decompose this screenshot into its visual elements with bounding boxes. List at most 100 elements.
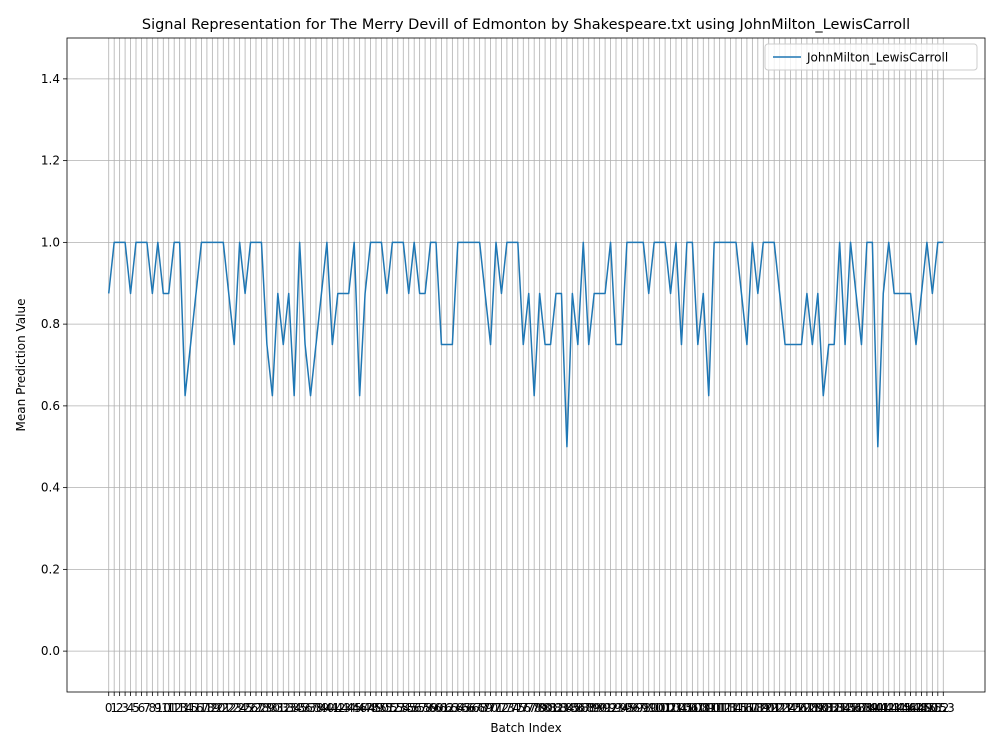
x-tick-label: 128 [795,701,818,715]
x-tick-label: 30 [265,701,280,715]
x-tick-label: 22 [221,701,236,715]
x-tick-label: 139 [855,701,878,715]
x-tick-label: 12 [167,701,182,715]
x-tick-label: 95 [619,701,634,715]
x-tick-label: 88 [581,701,596,715]
x-tick-label: 17 [194,701,209,715]
x-tick-label: 131 [812,701,835,715]
x-tick-label: 99 [641,701,656,715]
x-tick-label: 8 [149,701,157,715]
plot-frame [66,37,986,693]
x-tick-label: 59 [423,701,438,715]
x-tick-label: 106 [675,701,698,715]
x-tick-label: 32 [276,701,291,715]
x-tick-label: 45 [347,701,362,715]
y-tick-label: 0.8 [41,317,60,331]
x-tick-label: 117 [735,701,758,715]
x-tick-label: 102 [654,701,677,715]
x-tick-label: 133 [823,701,846,715]
x-tick-label: 18 [199,701,214,715]
x-tick-label: 47 [357,701,372,715]
legend-box [764,43,978,71]
x-tick-label: 141 [866,701,889,715]
y-tick-label: 1.2 [41,154,60,168]
x-tick-label: 46 [352,701,367,715]
x-tick-label: 66 [461,701,476,715]
x-tick-label: 148 [905,701,928,715]
y-tick-label: 0.2 [41,562,60,576]
y-axis-label: Mean Prediction Value [14,299,28,432]
x-tick-label: 114 [719,701,742,715]
x-tick-label: 90 [592,701,607,715]
x-tick-label: 82 [548,701,563,715]
x-tick-label: 75 [510,701,525,715]
x-tick-label: 60 [428,701,443,715]
x-tick-label: 64 [450,701,465,715]
x-tick-label: 77 [521,701,536,715]
x-tick-label: 48 [363,701,378,715]
x-tick-label: 119 [746,701,769,715]
x-tick-label: 68 [472,701,487,715]
x-tick-label: 81 [543,701,558,715]
x-tick-label: 36 [297,701,312,715]
x-tick-label: 19 [205,701,220,715]
x-tick-label: 23 [227,701,242,715]
x-tick-label: 101 [648,701,671,715]
x-tick-label: 105 [670,701,693,715]
x-tick-label: 79 [532,701,547,715]
x-tick-label: 118 [741,701,764,715]
x-tick-label: 14 [177,701,192,715]
x-tick-label: 115 [725,701,748,715]
x-tick-label: 91 [597,701,612,715]
x-tick-label: 107 [681,701,704,715]
x-tick-label: 13 [172,701,187,715]
x-tick-label: 58 [417,701,432,715]
x-tick-label: 4 [127,701,135,715]
x-tick-label: 96 [625,701,640,715]
x-tick-label: 153 [932,701,955,715]
x-tick-label: 73 [499,701,514,715]
x-tick-label: 92 [603,701,618,715]
legend: JohnMilton_LewisCarroll [764,43,978,71]
x-tick-label: 120 [752,701,775,715]
x-tick-label: 67 [467,701,482,715]
x-tick-label: 6 [138,701,146,715]
x-tick-label: 116 [730,701,753,715]
x-tick-label: 9 [154,701,162,715]
x-tick-label: 151 [921,701,944,715]
x-tick-label: 25 [237,701,252,715]
x-tick-label: 63 [445,701,460,715]
x-tick-label: 137 [845,701,868,715]
x-tick-label: 113 [714,701,737,715]
x-tick-label: 149 [910,701,933,715]
x-tick-label: 35 [292,701,307,715]
x-tick-label: 74 [505,701,520,715]
x-tick-label: 124 [774,701,797,715]
y-tick-label: 1.4 [41,72,60,86]
x-tick-label: 126 [785,701,808,715]
x-tick-label: 3 [121,701,129,715]
x-tick-label: 127 [790,701,813,715]
x-tick-label: 55 [401,701,416,715]
x-tick-label: 28 [254,701,269,715]
x-tick-label: 69 [477,701,492,715]
x-tick-label: 51 [379,701,394,715]
y-tick-label: 0.0 [41,644,60,658]
x-tick-label: 80 [537,701,552,715]
x-tick-label: 150 [915,701,938,715]
x-tick-label: 132 [817,701,840,715]
x-tick-label: 57 [412,701,427,715]
x-tick-label: 0 [105,701,113,715]
x-tick-label: 71 [488,701,503,715]
x-tick-label: 41 [325,701,340,715]
x-tick-label: 93 [608,701,623,715]
x-tick-label: 140 [861,701,884,715]
x-tick-label: 104 [665,701,688,715]
line-series [107,241,944,448]
x-tick-label: 83 [554,701,569,715]
x-tick-label: 21 [216,701,231,715]
x-tick-label: 97 [630,701,645,715]
y-tick-label: 0.4 [41,481,60,495]
x-tick-label: 136 [839,701,862,715]
x-tick-label: 112 [708,701,731,715]
